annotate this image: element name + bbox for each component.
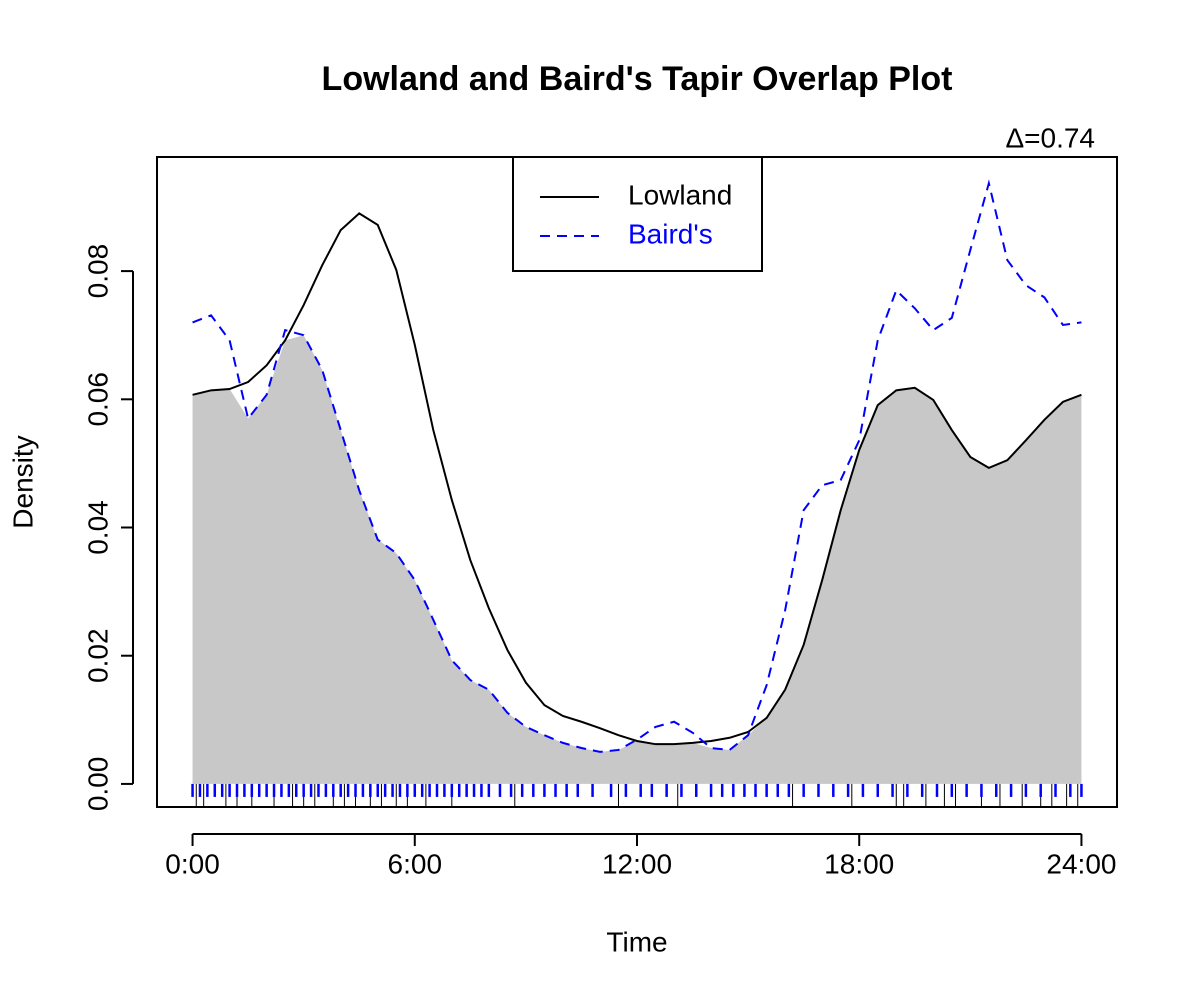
y-tick-label: 0.00 bbox=[82, 757, 113, 812]
x-tick-label: 6:00 bbox=[388, 848, 443, 879]
legend-box bbox=[512, 156, 763, 272]
overlap-coefficient: Δ=0.74 bbox=[1005, 122, 1095, 153]
chart-title: Lowland and Baird's Tapir Overlap Plot bbox=[322, 60, 953, 98]
x-tick-label: 12:00 bbox=[602, 848, 672, 879]
x-tick-label: 24:00 bbox=[1046, 848, 1116, 879]
legend-label: Baird's bbox=[628, 218, 713, 249]
density-line bbox=[192, 212, 1082, 746]
x-tick-label: 0:00 bbox=[165, 848, 220, 879]
y-axis-label: Density bbox=[7, 435, 38, 528]
y-tick-label: 0.04 bbox=[82, 500, 113, 555]
legend-label: Lowland bbox=[628, 179, 732, 210]
x-tick-label: 18:00 bbox=[824, 848, 894, 879]
overlap-area bbox=[192, 335, 1082, 784]
y-tick-label: 0.08 bbox=[82, 244, 113, 299]
x-axis-label: Time bbox=[606, 926, 667, 957]
y-tick-label: 0.06 bbox=[82, 372, 113, 427]
y-tick-label: 0.02 bbox=[82, 628, 113, 683]
